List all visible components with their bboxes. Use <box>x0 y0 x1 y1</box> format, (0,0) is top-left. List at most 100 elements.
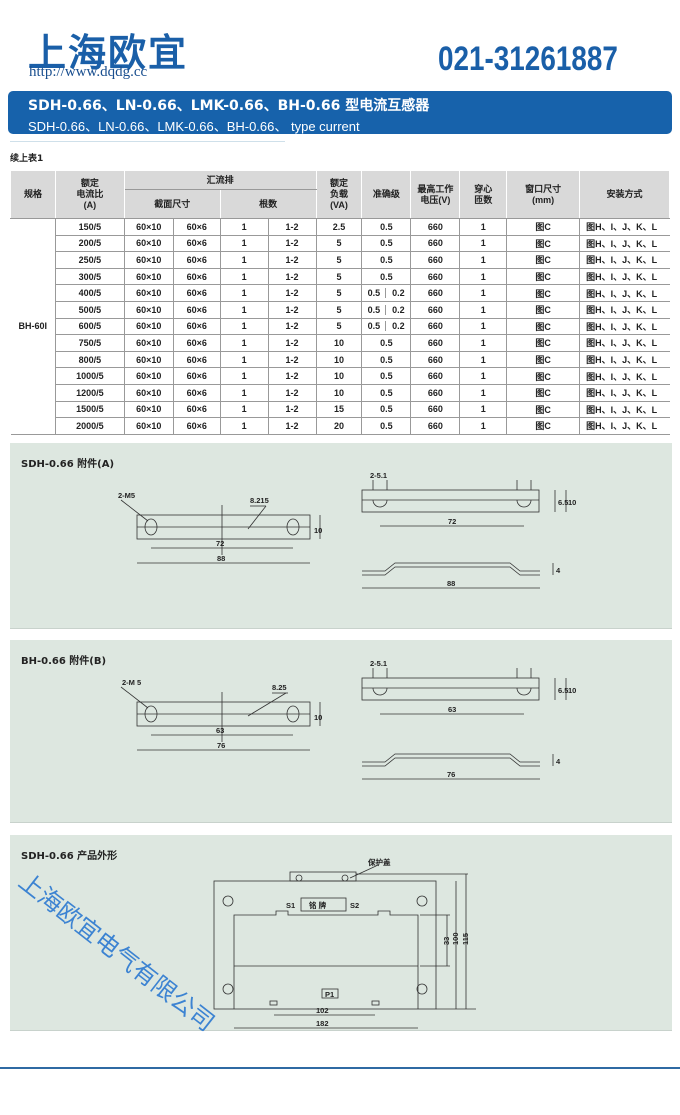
cell-section-2: 60×6 <box>172 384 221 402</box>
cell-turns: 1 <box>459 367 507 385</box>
cell-section-2: 60×6 <box>172 367 221 385</box>
cell-section-1: 60×10 <box>123 334 174 352</box>
cell-turns: 1 <box>459 251 507 269</box>
dim-side-outer: 88 <box>447 579 455 588</box>
cell-turns: 1 <box>459 268 507 286</box>
cell-count-2: 1-2 <box>267 268 317 286</box>
panel-attachment-b: BH-0.66 附件(B) 2-M 5 8.25 63 76 10 2-5.1 … <box>10 640 672 823</box>
accuracy-2: 0.2 <box>392 288 405 299</box>
cell-ratio: 1200/5 <box>54 384 125 402</box>
cell-count-2: 1-2 <box>267 367 317 385</box>
cell-mount: 图H、I、J、K、L <box>579 268 670 286</box>
header-voltage: 最高工作 电压(V) <box>410 170 461 219</box>
company-logo: 上海欧宜 <box>28 31 189 75</box>
cell-mount: 图H、I、J、K、L <box>579 251 670 269</box>
header-accuracy: 准确级 <box>361 170 412 219</box>
cell-spec: BH-60I <box>10 218 56 435</box>
cell-accuracy: 0.5 <box>361 401 411 419</box>
cell-accuracy: 0.5 <box>361 268 411 286</box>
cell-turns: 1 <box>459 235 507 253</box>
dim-side-inner: 72 <box>448 517 456 526</box>
cell-accuracy: 0.5 <box>361 218 411 236</box>
cell-section-1: 60×10 <box>123 367 174 385</box>
cell-count-1: 1 <box>219 251 269 269</box>
cell-count-2: 1-2 <box>267 235 317 253</box>
cell-accuracy: 0.5 0.2 <box>361 301 411 319</box>
table-row: 750/5 60×10 60×6 1 1-2 10 0.5 660 1 图C 图H、I、J、K、L <box>11 334 670 352</box>
cell-section-1: 60×10 <box>123 235 174 253</box>
label-hole: 2-M 5 <box>122 678 141 687</box>
panel-product-outline: SDH-0.66 产品外形 S1 铭 牌 S2 P1 保护盖 102 182 2… <box>10 835 672 1041</box>
cell-ratio: 1500/5 <box>54 401 125 419</box>
cell-mount: 图H、I、J、K、L <box>579 417 670 435</box>
cell-section-2: 60×6 <box>172 284 221 302</box>
panel-title: BH-0.66 附件(B) <box>21 656 107 667</box>
cell-window: 图C <box>506 384 580 402</box>
cell-ratio: 200/5 <box>54 235 125 253</box>
cell-load: 5 <box>315 301 362 319</box>
cell-section-1: 60×10 <box>123 351 174 369</box>
header-mount: 安装方式 <box>579 170 670 219</box>
cell-count-1: 1 <box>219 268 269 286</box>
cell-load: 5 <box>315 251 362 269</box>
label-p1: P1 <box>325 990 334 999</box>
cell-ratio: 400/5 <box>54 284 125 302</box>
dim-height: 10 <box>314 713 322 722</box>
spec-table: 规格 额定 电流比 (A) 汇流排 额定 负载 (VA) 准确级 最高工作 电压(V) 穿… <box>10 170 670 435</box>
label-nameplate: 铭 牌 <box>309 900 327 910</box>
cell-turns: 1 <box>459 351 507 369</box>
accuracy-2: 0.2 <box>392 321 405 332</box>
cell-count-2: 1-2 <box>267 401 317 419</box>
table-row: 400/5 60×10 60×6 1 1-2 5 0.5 0.2 660 1 图C 图H、I、J、K、… <box>11 284 670 302</box>
cell-load: 10 <box>315 367 362 385</box>
cell-accuracy: 0.5 <box>361 334 411 352</box>
dim-side-height: 10 <box>568 686 576 695</box>
dim-side-height: 10 <box>568 498 576 507</box>
cell-window: 图C <box>506 318 580 336</box>
cell-voltage: 660 <box>410 318 460 336</box>
cell-section-1: 60×10 <box>123 401 174 419</box>
cell-section-1: 60×10 <box>123 384 174 402</box>
cell-turns: 1 <box>459 384 507 402</box>
cell-window: 图C <box>506 351 580 369</box>
panel-title: SDH-0.66 附件(A) <box>21 459 115 470</box>
cell-section-2: 60×6 <box>172 318 221 336</box>
cell-section-1: 60×10 <box>123 218 174 236</box>
cell-mount: 图H、I、J、K、L <box>579 367 670 385</box>
cell-window: 图C <box>506 401 580 419</box>
cell-voltage: 660 <box>410 417 460 435</box>
cell-load: 2.5 <box>315 218 362 236</box>
dim-outer: 76 <box>217 741 225 750</box>
cell-ratio: 500/5 <box>54 301 125 319</box>
cell-section-2: 60×6 <box>172 301 221 319</box>
cell-accuracy: 0.5 <box>361 251 411 269</box>
cell-count-2: 1-2 <box>267 417 317 435</box>
header-turns: 穿心 匝数 <box>459 170 508 219</box>
cell-voltage: 660 <box>410 268 460 286</box>
dim-182: 182 <box>316 1019 329 1028</box>
cell-ratio: 750/5 <box>54 334 125 352</box>
cell-window: 图C <box>506 367 580 385</box>
dim-bend: 4 <box>556 757 561 766</box>
cell-section-1: 60×10 <box>123 251 174 269</box>
cell-section-1: 60×10 <box>123 301 174 319</box>
cell-section-2: 60×6 <box>172 218 221 236</box>
cell-mount: 图H、I、J、K、L <box>579 384 670 402</box>
cell-mount: 图H、I、J、K、L <box>579 284 670 302</box>
label-pitch: 8.25 <box>272 683 287 692</box>
cell-accuracy: 0.5 <box>361 235 411 253</box>
cell-voltage: 660 <box>410 401 460 419</box>
cell-count-1: 1 <box>219 318 269 336</box>
dim-115: 115 <box>461 933 470 945</box>
cell-accuracy: 0.5 <box>361 351 411 369</box>
phone-number: 021-31261887 <box>438 40 618 78</box>
cell-section-2: 60×6 <box>172 401 221 419</box>
header-window: 窗口尺寸 (mm) <box>506 170 581 219</box>
accuracy-1: 0.5 <box>362 288 387 299</box>
website-url[interactable]: http://www.dqdg.cc <box>29 64 148 80</box>
cell-load: 20 <box>315 417 362 435</box>
cell-count-2: 1-2 <box>267 284 317 302</box>
cell-voltage: 660 <box>410 235 460 253</box>
table-row: 2000/5 60×10 60×6 1 1-2 20 0.5 660 1 图C 图H、I、J、K、L <box>11 417 670 435</box>
cell-section-1: 60×10 <box>123 268 174 286</box>
